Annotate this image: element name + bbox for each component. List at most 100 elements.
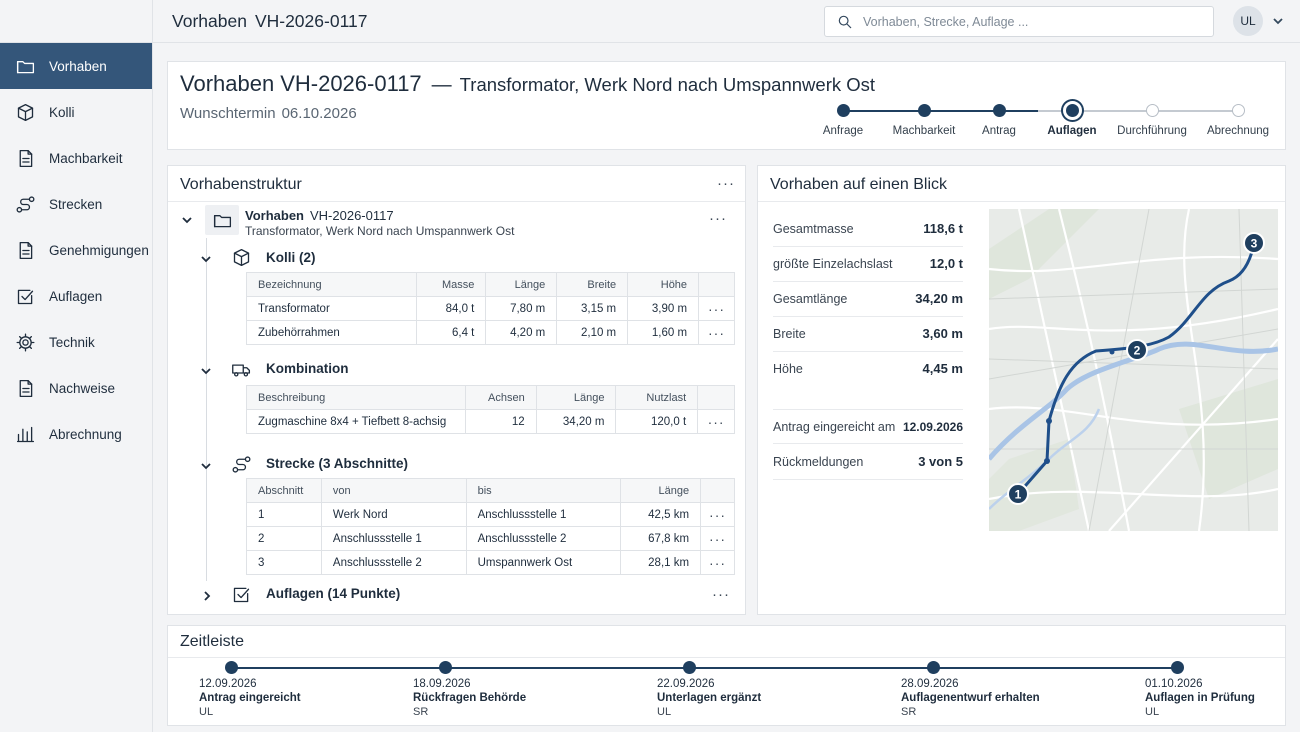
marker-label: 1 <box>1015 488 1022 502</box>
route-waypoint <box>1044 458 1050 464</box>
row-more-button[interactable]: ··· <box>700 502 735 527</box>
root-title-id: VH-2026-0117 <box>310 208 394 223</box>
map-green-area <box>989 439 1079 531</box>
avatar[interactable]: UL <box>1233 6 1263 36</box>
column-header: Nutzlast <box>615 385 699 410</box>
card-title: Vorhaben auf einen Blick <box>770 176 948 193</box>
more-menu-button[interactable]: ··· <box>709 210 727 227</box>
step-dot <box>1145 104 1159 117</box>
table-row[interactable]: 1 Werk Nord Anschlussstelle 1 42,5 km ··… <box>246 502 735 527</box>
more-menu-button[interactable]: ··· <box>717 175 735 192</box>
rueckmeldungen: Rückmeldungen 3 von 5 <box>773 445 963 480</box>
checkbox-icon <box>14 285 36 307</box>
table-row[interactable]: Transformator 84,0 t 7,80 m 3,15 m 3,90 … <box>246 296 735 321</box>
step-machbarkeit[interactable]: Machbarkeit <box>879 100 969 137</box>
timeline-dot <box>1171 661 1184 674</box>
event-title: Antrag eingereicht <box>199 692 301 704</box>
sidebar-item-auflagen[interactable]: Auflagen <box>0 273 152 319</box>
column-header: Länge <box>620 478 702 503</box>
folder-icon <box>205 205 239 235</box>
wunschtermin: Wunschtermin 06.10.2026 <box>180 105 357 122</box>
card-title: Vorhabenstruktur <box>180 176 302 193</box>
sidebar-item-label: Technik <box>49 334 95 350</box>
cell: 2 <box>246 526 322 551</box>
checkbox-icon <box>229 582 253 606</box>
step-durchfuehrung[interactable]: Durchführung <box>1107 100 1197 137</box>
metric-label: Breite <box>773 327 806 341</box>
map-marker-2[interactable]: 2 <box>1126 339 1148 361</box>
route-map[interactable]: 1 2 3 <box>989 209 1278 531</box>
marker-dot <box>1243 232 1265 254</box>
map-marker-1[interactable]: 1 <box>1007 483 1029 505</box>
column-header: Höhe <box>627 272 700 297</box>
step-label: Machbarkeit <box>892 125 956 137</box>
sidebar-item-strecken[interactable]: Strecken <box>0 181 152 227</box>
sidebar-item-technik[interactable]: Technik <box>0 319 152 365</box>
metric-value: 4,45 m <box>922 361 963 376</box>
table-row[interactable]: 2 Anschlussstelle 1 Anschlussstelle 2 67… <box>246 526 735 551</box>
divider <box>758 201 1285 202</box>
event-date: 01.10.2026 <box>1145 678 1203 690</box>
map-minor-roads <box>989 209 1278 531</box>
card-title: Zeitleiste <box>180 633 245 650</box>
sidebar-item-nachweise[interactable]: Nachweise <box>0 365 152 411</box>
step-anfrage[interactable]: Anfrage <box>798 100 888 137</box>
chevron-down-icon[interactable] <box>181 213 193 225</box>
stepper-line-done <box>843 110 1038 112</box>
chevron-right-icon[interactable] <box>201 589 213 601</box>
row-more-button[interactable]: ··· <box>700 526 735 551</box>
row-more-button[interactable]: ··· <box>697 409 735 434</box>
root-title: Vorhaben VH-2026-0117 <box>245 208 394 223</box>
route-waypoint <box>1109 349 1115 355</box>
breadcrumb-title: Vorhaben <box>172 11 247 31</box>
sidebar-item-vorhaben[interactable]: Vorhaben <box>0 43 152 89</box>
table-row[interactable]: 3 Anschlussstelle 2 Umspannwerk Ost 28,1… <box>246 550 735 575</box>
event-title: Unterlagen ergänzt <box>657 692 762 704</box>
table-row[interactable]: Zugmaschine 8x4 + Tiefbett 8-achsig 12 3… <box>246 409 735 434</box>
column-header-actions <box>698 272 735 297</box>
chevron-down-icon[interactable] <box>200 252 212 264</box>
row-more-button[interactable]: ··· <box>700 550 735 575</box>
document-icon <box>14 147 36 169</box>
column-header-actions <box>697 385 735 410</box>
stepper-line-future <box>1038 110 1238 112</box>
step-label: Antrag <box>982 125 1016 137</box>
search-input[interactable] <box>863 14 1193 29</box>
metric-label: größte Einzelachslast <box>773 257 893 271</box>
step-auflagen[interactable]: Auflagen <box>1027 100 1117 137</box>
route-icon <box>14 193 36 215</box>
sidebar-item-genehmigungen[interactable]: Genehmigungen <box>0 227 152 273</box>
sidebar-item-machbarkeit[interactable]: Machbarkeit <box>0 135 152 181</box>
timeline-dot <box>683 661 696 674</box>
sidebar-header <box>0 0 152 43</box>
chevron-down-icon[interactable] <box>200 459 212 471</box>
wunschtermin-value: 06.10.2026 <box>281 105 357 122</box>
map-canvas: 1 2 3 <box>989 209 1278 531</box>
kolli-table: Bezeichnung Masse Länge Breite Höhe Tran… <box>246 272 735 345</box>
table-row[interactable]: Zubehörrahmen 6,4 t 4,20 m 2,10 m 1,60 m… <box>246 320 735 345</box>
topbar: Vorhaben VH-2026-0117 UL <box>153 0 1300 43</box>
row-more-button[interactable]: ··· <box>698 296 735 321</box>
step-dot <box>836 104 850 117</box>
cell: 34,20 m <box>535 409 617 434</box>
metric-label: Gesamtlänge <box>773 292 848 306</box>
marker-label: 3 <box>1251 237 1258 251</box>
sidebar-item-kolli[interactable]: Kolli <box>0 89 152 135</box>
timeline-dot <box>927 661 940 674</box>
truck-icon <box>229 357 253 381</box>
more-menu-button[interactable]: ··· <box>712 586 730 603</box>
chevron-down-icon[interactable] <box>1272 14 1284 26</box>
chevron-down-icon[interactable] <box>200 364 212 376</box>
step-abrechnung[interactable]: Abrechnung <box>1193 100 1283 137</box>
cell: 6,4 t <box>415 320 487 345</box>
sidebar-item-abrechnung[interactable]: Abrechnung <box>0 411 152 457</box>
row-more-button[interactable]: ··· <box>698 320 735 345</box>
tree-line <box>206 238 207 581</box>
cell: Umspannwerk Ost <box>465 550 622 575</box>
antrag-eingereicht: Antrag eingereicht am 12.09.2026 <box>773 409 963 444</box>
map-marker-3[interactable]: 3 <box>1243 232 1265 254</box>
cell: 3,90 m <box>627 296 700 321</box>
gear-icon <box>14 331 36 353</box>
page-subtitle: Transformator, Werk Nord nach Umspannwer… <box>459 74 876 95</box>
step-antrag[interactable]: Antrag <box>954 100 1044 137</box>
